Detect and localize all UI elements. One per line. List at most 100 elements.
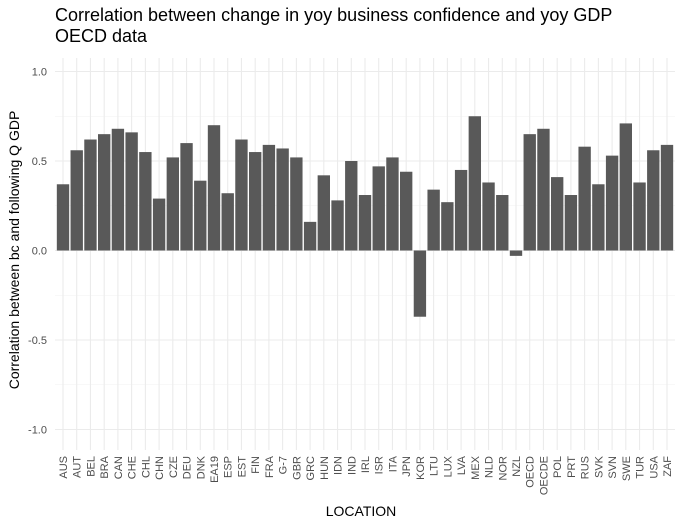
bar-ind [345,161,358,251]
bar-svk [592,184,605,251]
x-tick-label: FIN [250,456,262,474]
x-tick-label: EA19 [209,456,221,483]
x-tick-label: SVN [607,456,619,479]
bar-chl [139,152,152,251]
x-tick-label: LUX [442,455,454,477]
x-tick-label: CZE [168,456,180,478]
x-tick-label: CHL [140,456,152,478]
bar-nzl [509,250,523,256]
bar-fin [249,152,262,251]
y-tick-label: 0.5 [32,156,47,168]
bar-fra [262,144,276,251]
bar-g-7 [276,148,289,251]
bar-gbr [290,157,303,251]
x-tick-label: DNK [195,455,207,479]
bar-aus [56,184,70,251]
x-axis-title: LOCATION [326,503,397,519]
x-tick-label: ISR [374,456,386,474]
bar-kor [413,250,427,317]
bar-tur [633,182,646,251]
bar-chn [152,198,166,251]
x-tick-label: HUN [319,456,331,480]
bar-isr [372,166,385,251]
x-tick-label: NOR [497,456,509,481]
bar-est [235,139,248,251]
bar-ita [386,157,399,251]
bar-zaf [660,144,674,251]
x-tick-label: ESP [223,456,235,478]
bar-jpn [400,171,413,251]
x-tick-label: LVA [456,455,468,475]
x-tick-label: PRT [566,456,578,478]
bar-ea19 [207,125,221,251]
x-axis-ticks: AUS AUT BEL BRA CAN CHE CHL CHN CZE DEU DNK EA19 ESP… [58,455,674,495]
x-tick-label: BRA [99,455,111,478]
gridlines [55,58,675,450]
y-axis-title: Correlation between bc and following Q G… [6,111,22,390]
x-tick-label: KOR [415,456,427,480]
bar-can [111,128,125,251]
y-tick-label: 0.0 [32,246,47,258]
bar-dnk [194,180,207,251]
x-tick-label: LTU [429,456,441,476]
x-tick-label: AUS [58,456,70,479]
bar-cze [166,157,179,251]
x-tick-label: NZL [511,456,523,477]
x-tick-label: DEU [182,456,194,479]
y-tick-label: 1.0 [32,67,47,79]
bar-hun [317,175,330,251]
bar-bel [84,139,97,251]
x-tick-label: CAN [113,456,125,479]
bar-grc [303,221,317,251]
x-tick-label: OECD [525,456,537,488]
x-tick-label: BEL [85,456,97,477]
bar-esp [221,193,234,251]
x-tick-label: USA [648,455,660,478]
bar-lux [441,202,454,251]
bar-ltu [427,189,440,251]
x-tick-label: NLD [484,456,496,478]
chart-title: Correlation between change in yoy busine… [55,5,613,46]
x-tick-label: CHE [127,456,139,479]
x-tick-label: CHN [154,456,166,480]
bar-oecd [523,134,536,251]
x-tick-label: AUT [72,456,84,478]
bar-nld [482,182,495,251]
x-tick-label: JPN [401,456,413,477]
y-axis-ticks: -1.0 -0.5 0.0 0.5 1.0 [28,67,47,437]
x-tick-label: OECDE [538,456,550,495]
x-tick-label: SWE [621,456,633,481]
bar-deu [180,143,193,251]
bar-nor [496,195,509,251]
bar-swe [619,123,632,251]
bar-mex [468,116,481,251]
x-tick-label: TUR [635,456,647,479]
bar-svn [605,155,619,251]
bar-usa [647,150,660,251]
x-tick-label: IDN [333,456,345,475]
x-tick-label: MEX [470,455,482,480]
x-tick-label: EST [236,456,248,478]
x-tick-label: GRC [305,456,317,481]
bar-bra [98,134,111,251]
bar-idn [331,200,344,251]
x-tick-label: IRL [360,456,372,473]
x-tick-label: ZAF [662,456,674,477]
bar-rus [578,146,591,251]
bar-che [125,132,138,251]
y-tick-label: -0.5 [28,335,47,347]
bars [56,116,674,317]
bar-pol [551,177,564,251]
x-tick-label: G-7 [278,456,290,474]
x-tick-label: ITA [387,455,399,472]
x-tick-label: RUS [580,456,592,479]
x-tick-label: POL [552,456,564,478]
bar-lva [454,169,468,251]
x-tick-label: GBR [291,456,303,480]
x-tick-label: FRA [264,455,276,478]
y-tick-label: -1.0 [28,425,47,437]
x-tick-label: IND [346,456,358,475]
bar-aut [70,150,83,251]
bar-oecde [537,128,550,251]
